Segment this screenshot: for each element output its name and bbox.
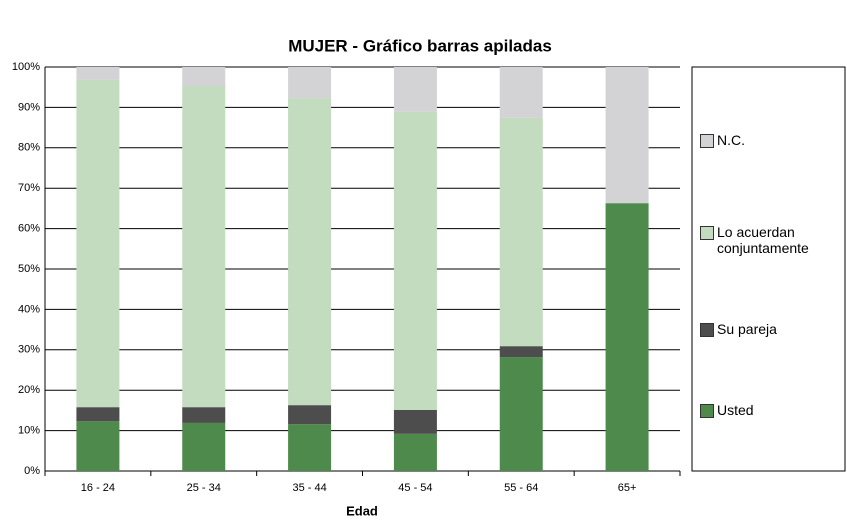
- bar-segment: [182, 85, 226, 408]
- bar-segment: [76, 421, 120, 471]
- bar-segment: [182, 67, 226, 86]
- y-tick-label: 30%: [18, 344, 40, 356]
- legend-swatch: [700, 134, 714, 148]
- bar-segment: [288, 67, 332, 99]
- x-axis-label: Edad: [346, 503, 378, 518]
- legend-swatch: [700, 404, 714, 418]
- bar-segment: [605, 67, 649, 204]
- x-tick-label: 16 - 24: [81, 482, 115, 494]
- bar-segment: [393, 433, 437, 471]
- y-tick-label: 10%: [18, 425, 40, 437]
- chart-title: MUJER - Gráfico barras apiladas: [288, 36, 552, 55]
- legend-item: Usted: [700, 402, 840, 418]
- bar-segment: [499, 346, 543, 358]
- y-tick-label: 20%: [18, 384, 40, 396]
- legend-label: Lo acuerdan conjuntamente: [717, 224, 809, 256]
- legend-label: Su pareja: [717, 321, 777, 337]
- bar-segment: [182, 422, 226, 471]
- bar-segment: [393, 409, 437, 434]
- y-tick-label: 70%: [18, 182, 40, 194]
- x-tick-label: 45 - 54: [398, 482, 432, 494]
- bar-segment: [288, 98, 332, 406]
- legend-label: Usted: [717, 402, 754, 418]
- x-tick-label: 65+: [618, 482, 637, 494]
- bar-segment: [288, 424, 332, 471]
- bar-segment: [76, 79, 120, 408]
- x-tick-label: 25 - 34: [187, 482, 221, 494]
- y-tick-label: 60%: [18, 223, 40, 235]
- bar-segment: [393, 111, 437, 410]
- legend-item: N.C.: [700, 132, 840, 148]
- y-tick-label: 0%: [24, 465, 40, 477]
- legend-item: Su pareja: [700, 321, 840, 337]
- y-tick-label: 40%: [18, 303, 40, 315]
- x-tick-label: 55 - 64: [504, 482, 538, 494]
- bar-segment: [182, 407, 226, 423]
- bar-segment: [499, 117, 543, 347]
- legend-swatch: [700, 323, 714, 337]
- legend-box: [691, 66, 846, 472]
- bar-segment: [288, 405, 332, 425]
- bar-segment: [76, 67, 120, 80]
- y-tick-label: 80%: [18, 142, 40, 154]
- bar-segment: [393, 67, 437, 112]
- y-tick-label: 100%: [12, 61, 40, 73]
- bar-segment: [499, 67, 543, 118]
- legend-swatch: [700, 226, 714, 240]
- x-tick-label: 35 - 44: [292, 482, 326, 494]
- bar-segment: [605, 203, 649, 471]
- y-tick-label: 90%: [18, 101, 40, 113]
- bar-segment: [76, 407, 120, 422]
- bar-segment: [499, 357, 543, 471]
- legend-item: Lo acuerdan conjuntamente: [700, 224, 840, 256]
- legend-label: N.C.: [717, 132, 745, 148]
- y-tick-label: 50%: [18, 263, 40, 275]
